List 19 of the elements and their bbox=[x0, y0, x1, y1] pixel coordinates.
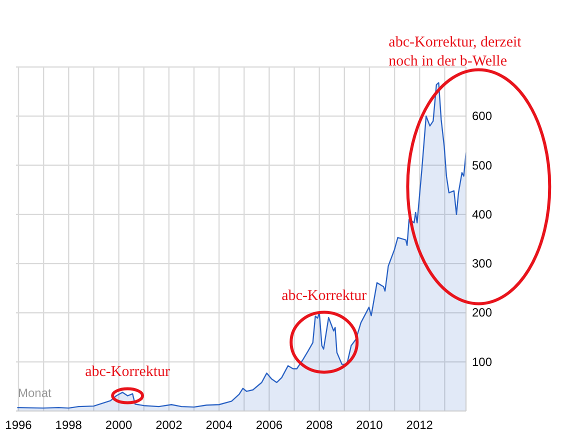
x-tick-label: 2008 bbox=[306, 418, 334, 432]
x-tick-label: 1998 bbox=[55, 418, 82, 432]
x-tick-label: 2002 bbox=[156, 418, 183, 432]
x-tick-label: 2000 bbox=[105, 418, 132, 432]
x-tick-label: 2006 bbox=[256, 418, 283, 432]
y-tick-label: 100 bbox=[472, 354, 492, 369]
annotation: abc-Korrektur, derzeit noch in der b-Welle bbox=[388, 34, 526, 70]
y-tick-label: 300 bbox=[472, 256, 492, 271]
x-tick-label: 2012 bbox=[406, 418, 434, 432]
annotation: abc-Korrektur bbox=[85, 364, 170, 380]
y-tick-label: 200 bbox=[472, 306, 492, 320]
annotation: Monat bbox=[18, 386, 52, 400]
x-tick-label: 2010 bbox=[356, 418, 384, 432]
x-tick-label: 2004 bbox=[206, 418, 233, 432]
y-tick-label: 500 bbox=[472, 158, 492, 172]
annotation: abc-Korrektur bbox=[282, 288, 367, 304]
x-tick-label: 1996 bbox=[5, 418, 32, 432]
y-tick-label: 600 bbox=[472, 109, 492, 124]
y-tick-label: 400 bbox=[472, 207, 492, 222]
